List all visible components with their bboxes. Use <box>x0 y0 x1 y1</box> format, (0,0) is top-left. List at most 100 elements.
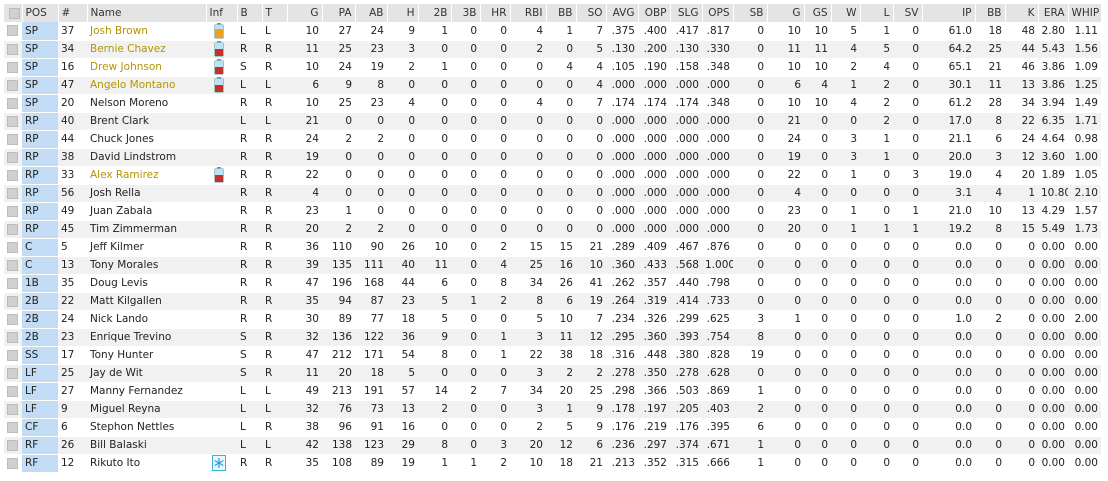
row-checkbox[interactable] <box>4 400 22 419</box>
row-checkbox[interactable] <box>4 184 22 203</box>
player-name[interactable]: Tony Morales <box>87 256 206 275</box>
column-header[interactable]: 3B <box>451 4 481 22</box>
row-checkbox[interactable] <box>4 364 22 383</box>
player-row[interactable]: RF 26 Bill Balaski L L 42 138 123 29 8 0 3 20 12 6.236… <box>4 436 1101 455</box>
player-row[interactable]: SS 17 Tony Hunter S R 47 212 171 54 8 0 1 22 38 18.316… <box>4 346 1101 365</box>
row-checkbox[interactable] <box>4 328 22 347</box>
row-checkbox[interactable] <box>4 112 22 131</box>
column-header[interactable]: K <box>1005 4 1039 22</box>
column-header[interactable]: G <box>767 4 805 22</box>
player-row[interactable]: 2B 24 Nick Lando R R 30 89 77 18 5 0 0 5 10 7.234.326.… <box>4 310 1101 329</box>
player-name[interactable]: Brent Clark <box>87 112 206 131</box>
column-header[interactable]: B <box>237 4 263 22</box>
player-name[interactable]: Bernie Chavez <box>87 40 206 59</box>
player-name[interactable]: Manny Fernandez <box>87 382 206 401</box>
column-header[interactable]: Name <box>87 4 207 22</box>
column-header[interactable]: L <box>860 4 894 22</box>
row-checkbox[interactable] <box>4 346 22 365</box>
player-row[interactable]: C 13 Tony Morales R R 39 135 111 40 11 0 4 25 16 10.36… <box>4 256 1101 275</box>
player-name[interactable]: Enrique Trevino <box>87 328 206 347</box>
player-row[interactable]: 1B 35 Doug Levis R R 47 196 168 44 6 0 8 34 26 41.262.… <box>4 274 1101 293</box>
player-name[interactable]: Josh Rella <box>87 184 206 203</box>
player-row[interactable]: SP 34 Bernie Chavez R R 11 25 23 3 0 0 0 2 0 5.130.200… <box>4 40 1101 59</box>
player-row[interactable]: RP 56 Josh Rella R R 4 0 0 0 0 0 0 0 0 0.000.000.000.0… <box>4 184 1101 203</box>
player-row[interactable]: SP 16 Drew Johnson S R 10 24 19 2 1 0 0 0 4 4.105.190.… <box>4 58 1101 77</box>
row-checkbox[interactable] <box>4 274 22 293</box>
player-name[interactable]: Doug Levis <box>87 274 206 293</box>
player-row[interactable]: RP 49 Juan Zabala R R 23 1 0 0 0 0 0 0 0 0.000.000.000… <box>4 202 1101 221</box>
column-header[interactable]: SLG <box>670 4 703 22</box>
player-row[interactable]: LF 27 Manny Fernandez L L 49 213 191 57 14 2 7 34 20 2… <box>4 382 1101 401</box>
player-name[interactable]: Tim Zimmerman <box>87 220 206 239</box>
player-name[interactable]: Angelo Montano <box>87 76 206 95</box>
player-row[interactable]: RP 33 Alex Ramirez R R 22 0 0 0 0 0 0 0 0 0.000.000.00… <box>4 166 1101 185</box>
player-row[interactable]: SP 47 Angelo Montano L L 6 9 8 0 0 0 0 0 0 4.000.000.0… <box>4 76 1101 95</box>
column-header[interactable]: AVG <box>606 4 639 22</box>
column-header[interactable]: GS <box>804 4 832 22</box>
row-checkbox[interactable] <box>4 94 22 113</box>
player-row[interactable]: CF 6 Stephon Nettles L R 38 96 91 16 0 0 0 2 5 9.176.2… <box>4 418 1101 437</box>
player-name[interactable]: Chuck Jones <box>87 130 206 149</box>
player-name[interactable]: Nick Lando <box>87 310 206 329</box>
column-header[interactable]: W <box>831 4 861 22</box>
player-row[interactable]: 2B 22 Matt Kilgallen R R 35 94 87 23 5 1 2 8 6 19.264.… <box>4 292 1101 311</box>
column-header[interactable]: T <box>262 4 288 22</box>
player-name[interactable]: David Lindstrom <box>87 148 206 167</box>
player-name[interactable]: Tony Hunter <box>87 346 206 365</box>
player-row[interactable]: RP 44 Chuck Jones R R 24 2 2 0 0 0 0 0 0 0.000.000.000… <box>4 130 1101 149</box>
player-name[interactable]: Juan Zabala <box>87 202 206 221</box>
column-header[interactable]: RBI <box>510 4 547 22</box>
column-header[interactable]: SB <box>733 4 768 22</box>
column-header[interactable]: G <box>287 4 323 22</box>
column-header[interactable]: OPS <box>702 4 734 22</box>
row-checkbox[interactable] <box>4 418 22 437</box>
player-name[interactable]: Rikuto Ito <box>87 454 206 473</box>
row-checkbox[interactable] <box>4 22 22 41</box>
column-header[interactable]: SV <box>893 4 923 22</box>
column-header[interactable]: 2B <box>418 4 452 22</box>
row-checkbox[interactable] <box>4 40 22 59</box>
row-checkbox[interactable] <box>4 58 22 77</box>
column-header[interactable]: PA <box>322 4 356 22</box>
row-checkbox[interactable] <box>4 238 22 257</box>
column-header[interactable]: BB <box>975 4 1006 22</box>
column-header[interactable]: HR <box>480 4 511 22</box>
player-row[interactable]: LF 25 Jay de Wit S R 11 20 18 5 0 0 0 3 2 2.278.350.27… <box>4 364 1101 383</box>
row-checkbox[interactable] <box>4 202 22 221</box>
row-checkbox[interactable] <box>4 166 22 185</box>
row-checkbox[interactable] <box>4 130 22 149</box>
column-header[interactable]: WHIP <box>1068 4 1102 22</box>
column-header[interactable]: IP <box>922 4 976 22</box>
player-name[interactable]: Jay de Wit <box>87 364 206 383</box>
player-name[interactable]: Nelson Moreno <box>87 94 206 113</box>
player-row[interactable]: C 5 Jeff Kilmer R R 36 110 90 26 10 0 2 15 15 21.289.4… <box>4 238 1101 257</box>
column-header[interactable]: OBP <box>638 4 671 22</box>
player-row[interactable]: SP 20 Nelson Moreno R R 10 25 23 4 0 0 0 4 0 7.174.174… <box>4 94 1101 113</box>
select-all[interactable] <box>4 4 23 22</box>
row-checkbox[interactable] <box>4 256 22 275</box>
row-checkbox[interactable] <box>4 454 22 473</box>
player-row[interactable]: RP 45 Tim Zimmerman R R 20 2 2 0 0 0 0 0 0 0.000.000.0… <box>4 220 1101 239</box>
player-name[interactable]: Miguel Reyna <box>87 400 206 419</box>
player-name[interactable]: Jeff Kilmer <box>87 238 206 257</box>
player-name[interactable]: Bill Balaski <box>87 436 206 455</box>
player-name[interactable]: Stephon Nettles <box>87 418 206 437</box>
player-name[interactable]: Drew Johnson <box>87 58 206 77</box>
player-row[interactable]: RP 38 David Lindstrom R R 19 0 0 0 0 0 0 0 0 0.000.000… <box>4 148 1101 167</box>
player-name[interactable]: Alex Ramirez <box>87 166 206 185</box>
column-header[interactable]: H <box>387 4 419 22</box>
player-name[interactable]: Josh Brown <box>87 22 206 41</box>
player-row[interactable]: RP 40 Brent Clark L L 21 0 0 0 0 0 0 0 0 0.000.000.000… <box>4 112 1101 131</box>
row-checkbox[interactable] <box>4 310 22 329</box>
column-header[interactable]: ERA <box>1038 4 1069 22</box>
column-header[interactable]: AB <box>355 4 388 22</box>
column-header[interactable]: # <box>58 4 88 22</box>
player-row[interactable]: LF 9 Miguel Reyna L L 32 76 73 13 2 0 0 3 1 9.178.197.… <box>4 400 1101 419</box>
row-checkbox[interactable] <box>4 148 22 167</box>
row-checkbox[interactable] <box>4 292 22 311</box>
player-row[interactable]: 2B 23 Enrique Trevino S R 32 136 122 36 9 0 1 3 11 12.… <box>4 328 1101 347</box>
player-row[interactable]: RF 12 Rikuto Ito R R 35 108 89 19 1 1 2 10 18 21.213.3… <box>4 454 1101 473</box>
column-header[interactable]: SO <box>576 4 607 22</box>
column-header[interactable]: POS <box>22 4 59 22</box>
row-checkbox[interactable] <box>4 382 22 401</box>
